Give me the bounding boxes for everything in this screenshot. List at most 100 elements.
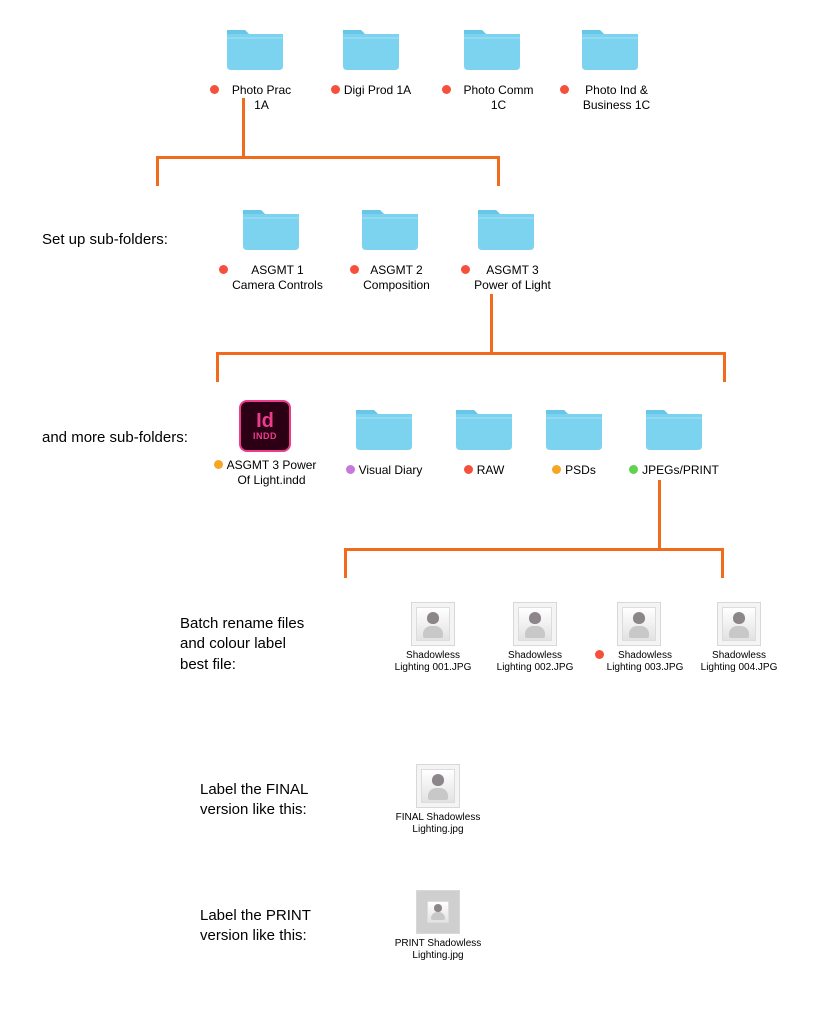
folder-icon: [352, 400, 416, 454]
file-print[interactable]: PRINT ShadowlessLighting.jpg: [388, 890, 488, 962]
file-label: PRINT ShadowlessLighting.jpg: [388, 938, 488, 962]
folder-asgmt-3[interactable]: ASGMT 3Power of Light: [456, 200, 556, 293]
folder-icon: [452, 400, 516, 454]
tag-dot: [346, 465, 355, 474]
caption-final: Label the FINAL version like this:: [200, 780, 308, 821]
image-thumb-icon: [717, 602, 761, 646]
label-text: PRINT Shadowless: [395, 938, 482, 949]
label-text: Lighting 002.JPG: [497, 662, 574, 673]
file-shadowless-4[interactable]: ShadowlessLighting 004.JPG: [694, 602, 784, 674]
label-text: ASGMT 2: [370, 263, 422, 277]
folder-asgmt-1[interactable]: ASGMT 1Camera Controls: [216, 200, 326, 293]
connector: [216, 352, 219, 382]
file-label: ShadowlessLighting 003.JPG: [592, 650, 686, 674]
label-text: Shadowless: [406, 650, 460, 661]
folder-label: RAW: [444, 463, 524, 478]
label-text: Lighting 004.JPG: [701, 662, 778, 673]
tag-dot: [595, 650, 604, 659]
file-shadowless-2[interactable]: ShadowlessLighting 002.JPG: [490, 602, 580, 674]
folder-photo-comm-1c[interactable]: Photo Comm 1C: [442, 20, 542, 113]
file-label: ShadowlessLighting 001.JPG: [388, 650, 478, 674]
image-thumb-icon: [411, 602, 455, 646]
folder-asgmt-2[interactable]: ASGMT 2Composition: [340, 200, 440, 293]
connector: [490, 294, 493, 352]
tag-dot: [219, 265, 228, 274]
label-text: Camera Controls: [232, 278, 323, 292]
label-text: Shadowless: [712, 650, 766, 661]
connector: [156, 156, 500, 159]
file-shadowless-1[interactable]: ShadowlessLighting 001.JPG: [388, 602, 478, 674]
connector: [344, 548, 724, 551]
folder-icon: [460, 20, 524, 74]
connector: [658, 480, 661, 548]
label-text: ASGMT 3: [486, 263, 538, 277]
label-text: Digi Prod 1A: [344, 83, 411, 98]
folder-jpegs-print[interactable]: JPEGs/PRINT: [624, 400, 724, 478]
connector: [216, 352, 726, 355]
file-shadowless-3[interactable]: ShadowlessLighting 003.JPG: [592, 602, 686, 674]
tag-dot: [214, 460, 223, 469]
folder-label: Digi Prod 1A: [326, 83, 416, 98]
folder-label: Photo Comm 1C: [442, 83, 542, 113]
label-text: ASGMT 3 Power: [227, 458, 317, 472]
folder-icon: [542, 400, 606, 454]
caption-print: Label the PRINT version like this:: [200, 906, 311, 947]
label-text: Shadowless: [508, 650, 562, 661]
file-label: ASGMT 3 PowerOf Light.indd: [210, 458, 320, 488]
label-text: Shadowless: [618, 650, 672, 661]
label-text: Lighting 001.JPG: [395, 662, 472, 673]
tag-dot: [350, 265, 359, 274]
file-indd[interactable]: Id INDD ASGMT 3 PowerOf Light.indd: [210, 400, 320, 488]
label-text: RAW: [477, 463, 505, 478]
file-label: ShadowlessLighting 002.JPG: [490, 650, 580, 674]
folder-icon: [578, 20, 642, 74]
folder-photo-ind-business-1c[interactable]: Photo Ind & Business 1C: [560, 20, 660, 113]
icon-text: Id: [256, 411, 274, 431]
folder-visual-diary[interactable]: Visual Diary: [336, 400, 432, 478]
tag-dot: [442, 85, 451, 94]
connector: [723, 352, 726, 382]
connector: [344, 548, 347, 578]
image-thumb-icon: [416, 764, 460, 808]
folder-label: Photo Prac 1A: [210, 83, 300, 113]
folder-label: ASGMT 1Camera Controls: [216, 263, 326, 293]
label-text: PSDs: [565, 463, 596, 478]
caption-batch-rename: Batch rename files and colour label best…: [180, 614, 304, 675]
folder-photo-prac-1a[interactable]: Photo Prac 1A: [210, 20, 300, 113]
folder-label: Photo Ind & Business 1C: [560, 83, 660, 113]
caption-subfolders: Set up sub-folders:: [42, 230, 168, 250]
connector: [497, 156, 500, 186]
file-final[interactable]: FINAL ShadowlessLighting.jpg: [388, 764, 488, 836]
label-text: Lighting.jpg: [412, 950, 463, 961]
file-label: ShadowlessLighting 004.JPG: [694, 650, 784, 674]
label-text: Lighting 003.JPG: [607, 662, 684, 673]
image-thumb-icon: [513, 602, 557, 646]
folder-psds[interactable]: PSDs: [534, 400, 614, 478]
folder-label: ASGMT 3Power of Light: [456, 263, 556, 293]
label-text: JPEGs/PRINT: [642, 463, 719, 478]
label-text: Photo Comm 1C: [455, 83, 542, 113]
folder-digi-prod-1a[interactable]: Digi Prod 1A: [326, 20, 416, 98]
icon-text: INDD: [253, 431, 277, 441]
label-text: ASGMT 1: [251, 263, 303, 277]
file-label: FINAL ShadowlessLighting.jpg: [388, 812, 488, 836]
folder-icon: [358, 200, 422, 254]
label-text: Visual Diary: [359, 463, 423, 478]
label-text: Lighting.jpg: [412, 824, 463, 835]
connector: [242, 98, 245, 156]
caption-more-subfolders: and more sub-folders:: [42, 428, 188, 448]
tag-dot: [331, 85, 340, 94]
image-thumb-icon: [617, 602, 661, 646]
connector: [156, 156, 159, 186]
folder-raw[interactable]: RAW: [444, 400, 524, 478]
tag-dot: [552, 465, 561, 474]
folder-label: PSDs: [534, 463, 614, 478]
tag-dot: [464, 465, 473, 474]
tag-dot: [629, 465, 638, 474]
folder-icon: [474, 200, 538, 254]
label-text: FINAL Shadowless: [396, 812, 481, 823]
image-thumb-icon: [416, 890, 460, 934]
connector: [721, 548, 724, 578]
tag-dot: [461, 265, 470, 274]
label-text: Photo Prac 1A: [223, 83, 300, 113]
